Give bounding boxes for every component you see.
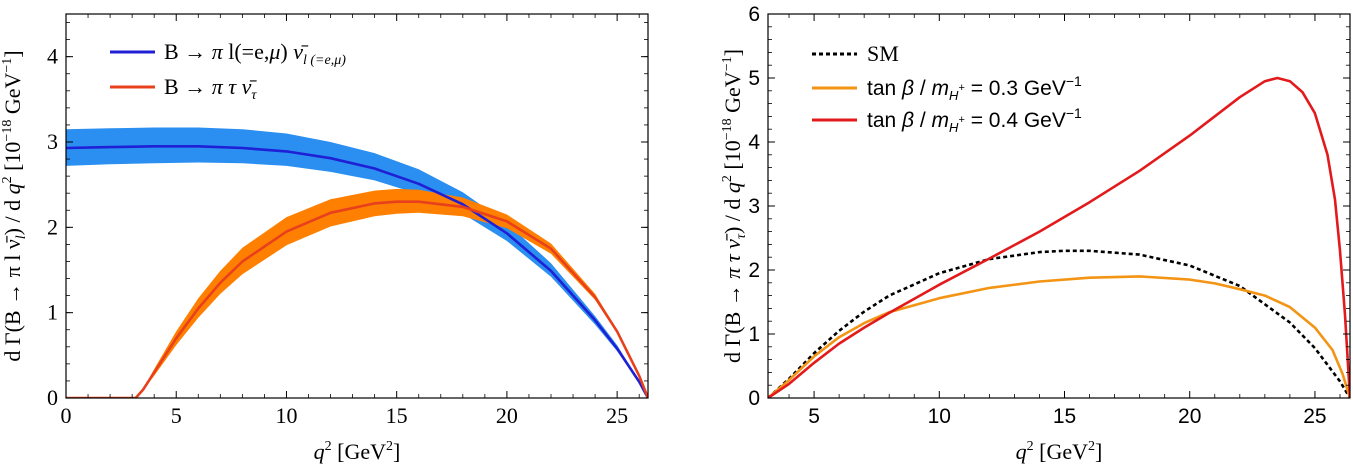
y-tick-label: 0 <box>47 385 58 410</box>
right-legend: SM tan β / mH+ = 0.3 GeV−1 tan β / mH+ =… <box>812 41 1082 135</box>
y-tick-label: 2 <box>748 259 760 282</box>
left-axes: 0 5 10 15 20 25 0 1 2 3 4 <box>47 14 648 428</box>
y-tick-label: 1 <box>748 323 760 346</box>
left-panel: 0 5 10 15 20 25 0 1 2 3 4 q2 [GeV2] d Γ(B → π l ν̄… <box>0 13 649 464</box>
series-band-1 <box>66 188 648 398</box>
x-tick-label: 5 <box>808 405 820 428</box>
y-tick-label: 3 <box>47 129 58 154</box>
x-tick-label: 20 <box>1178 405 1201 428</box>
series-line-1 <box>66 200 648 398</box>
y-tick-label: 5 <box>748 67 760 90</box>
left-xlabel: q2 [GeV2] <box>314 439 401 464</box>
y-tick-label: 4 <box>47 44 58 69</box>
legend-thdm-03: tan β / mH+ = 0.3 GeV−1 <box>867 73 1082 103</box>
legend-sm: SM <box>867 41 899 66</box>
left-ylabel: d Γ(B → π l ν̄l) / d q2 [10−18 GeV−1] <box>0 50 29 361</box>
y-tick-label: 2 <box>47 214 58 239</box>
x-tick-label: 20 <box>496 403 518 428</box>
left-frame <box>65 13 649 399</box>
right-plot-area <box>768 76 1350 398</box>
x-tick-label: 10 <box>928 405 951 428</box>
series-line-1 <box>768 275 1350 398</box>
right-frame <box>767 13 1351 399</box>
x-tick-label: 5 <box>171 403 182 428</box>
x-tick-label: 10 <box>275 403 297 428</box>
x-tick-label: 25 <box>606 403 628 428</box>
x-tick-label: 15 <box>1053 405 1076 428</box>
legend-thdm-04: tan β / mH+ = 0.4 GeV−1 <box>867 105 1082 135</box>
right-ylabel: d Γ(B → π τ ν̄τ) / d q2 [10−18 GeV−1] <box>720 49 749 363</box>
series-line-0 <box>768 249 1350 398</box>
x-tick-label: 15 <box>386 403 408 428</box>
y-tick-label: 1 <box>47 300 58 325</box>
left-legend: B → π l(=e,μ) ν̄l (=e,μ) B → π τ ν̄τ <box>110 39 346 103</box>
right-xlabel: q2 [GeV2] <box>1016 439 1103 464</box>
series-line-0 <box>66 145 648 398</box>
x-tick-label: 0 <box>61 403 72 428</box>
y-tick-label: 0 <box>748 387 760 410</box>
right-panel: 5 10 15 20 25 0 1 2 3 4 5 6 q2 [GeV2] d Γ(B → π τ ν… <box>720 3 1351 464</box>
series-band-0 <box>66 127 648 398</box>
left-plot-area <box>66 127 648 398</box>
x-tick-label: 25 <box>1303 405 1326 428</box>
y-tick-label: 4 <box>748 131 760 154</box>
legend-light-leptons: B → π l(=e,μ) ν̄l (=e,μ) <box>164 39 346 68</box>
y-tick-label: 6 <box>748 3 760 26</box>
right-axes: 5 10 15 20 25 0 1 2 3 4 5 6 <box>748 3 1350 428</box>
series-line-2 <box>768 76 1350 398</box>
legend-tau: B → π τ ν̄τ <box>164 74 257 103</box>
y-tick-label: 3 <box>748 195 760 218</box>
